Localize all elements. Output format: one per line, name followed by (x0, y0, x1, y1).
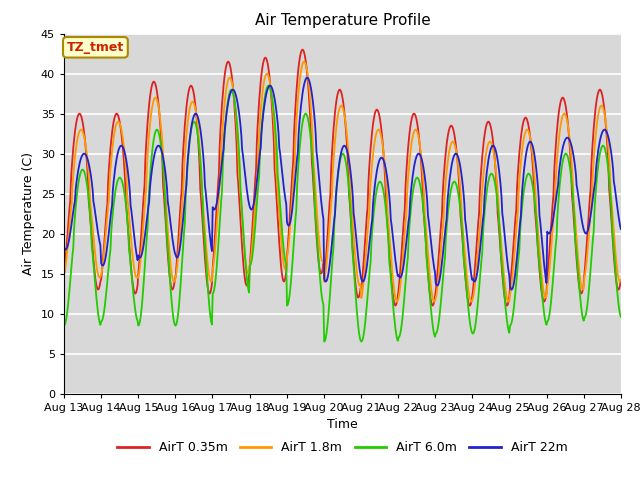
X-axis label: Time: Time (327, 418, 358, 431)
Legend: AirT 0.35m, AirT 1.8m, AirT 6.0m, AirT 22m: AirT 0.35m, AirT 1.8m, AirT 6.0m, AirT 2… (113, 436, 572, 459)
Text: TZ_tmet: TZ_tmet (67, 41, 124, 54)
Y-axis label: Air Temperature (C): Air Temperature (C) (22, 152, 35, 275)
Title: Air Temperature Profile: Air Temperature Profile (255, 13, 430, 28)
